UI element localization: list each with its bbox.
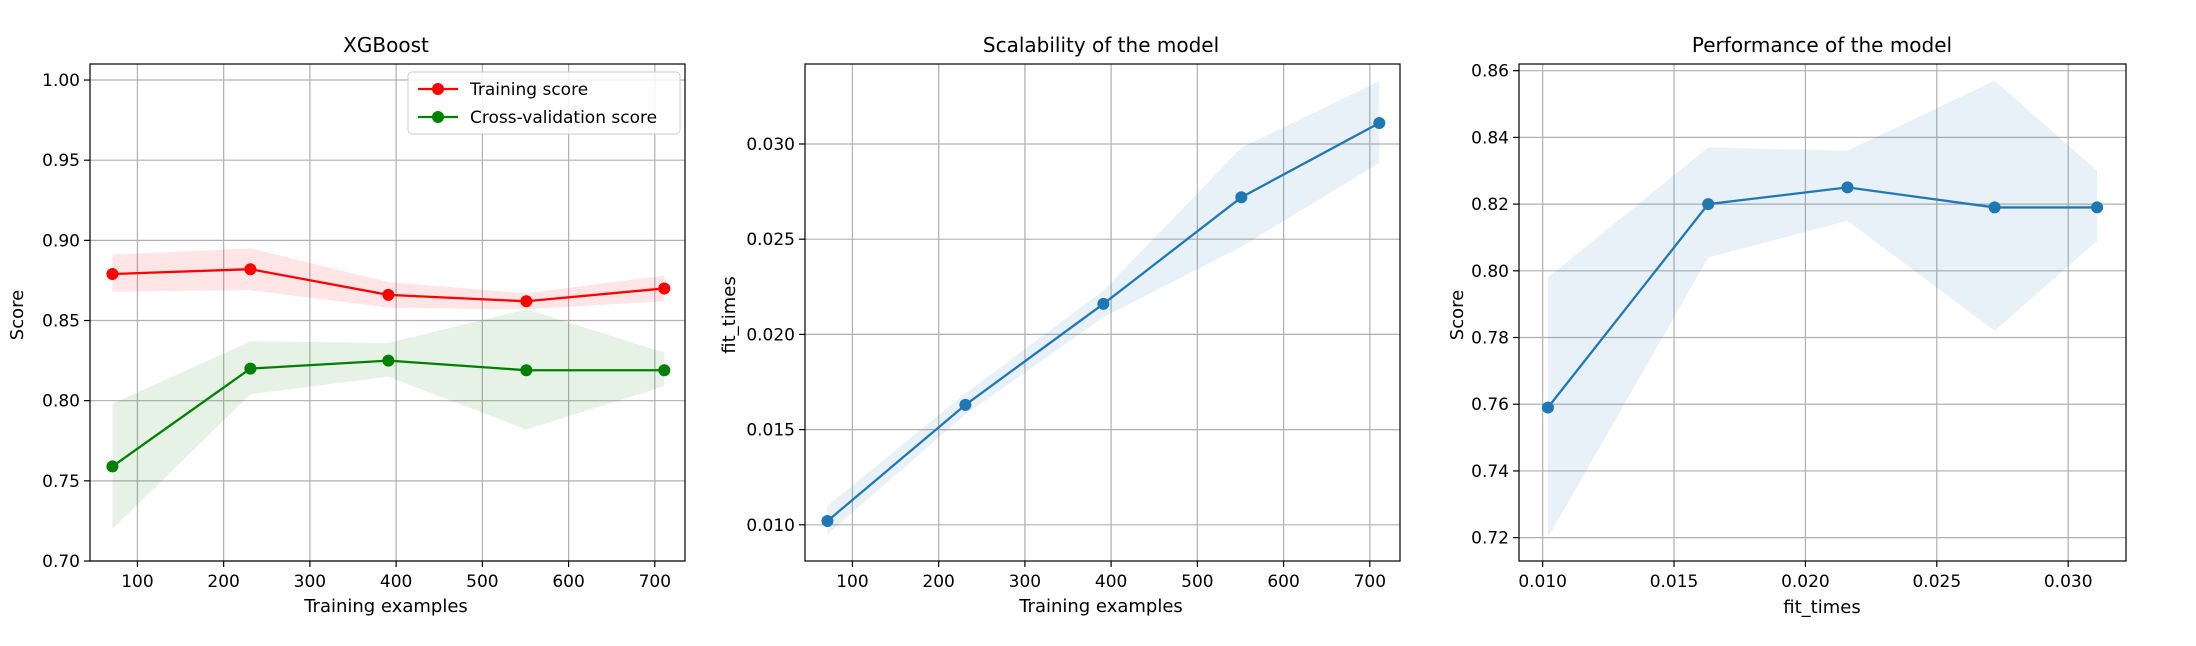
std-band-1	[112, 309, 665, 529]
legend: Training score Cross-validation score	[407, 71, 681, 135]
panel-performance: 0.010 0.015 0.020 0.025 0.030 0.72 0.74 0.76 0.7…	[1447, 33, 2127, 618]
y-tick-label: 0.78	[1471, 329, 1509, 349]
std-band-0	[1547, 80, 2098, 538]
axes-frame	[1518, 63, 2127, 562]
axes-frame	[89, 63, 686, 562]
x-tick-label: 500	[466, 572, 498, 592]
data-point	[658, 282, 671, 295]
x-tick-label: 700	[639, 572, 671, 592]
y-tick-label: 0.74	[1471, 462, 1509, 482]
y-tick-label: 0.75	[42, 472, 80, 492]
y-tick-label: 0.030	[746, 135, 795, 155]
y-tick-label: 0.020	[746, 325, 795, 345]
data-point	[658, 364, 671, 377]
x-tick-label: 400	[380, 572, 412, 592]
y-tick-label: 0.72	[1471, 529, 1509, 549]
y-tick-label: 0.95	[42, 151, 80, 171]
data-point	[382, 354, 395, 367]
y-tick-label: 0.80	[42, 392, 80, 412]
x-tick-label: 0.025	[1912, 572, 1961, 592]
data-point	[959, 398, 972, 411]
data-point	[1373, 117, 1386, 130]
y-tick-label: 0.70	[42, 552, 80, 572]
x-tick-label: 600	[552, 572, 584, 592]
x-tick-label: 200	[922, 572, 954, 592]
plot-area: 0.010 0.015 0.020 0.025 0.030 0.72 0.74 0.76 0.7…	[1471, 62, 2127, 592]
x-tick-label: 100	[836, 572, 868, 592]
x-axis-label: fit_times	[1783, 597, 1860, 618]
x-tick-label: 300	[1009, 572, 1041, 592]
data-point	[382, 288, 395, 301]
y-axis-label: Score	[7, 290, 28, 340]
y-tick-label: 1.00	[42, 71, 80, 91]
data-point	[1702, 198, 1715, 211]
x-axis-label: Training examples	[1018, 596, 1183, 617]
x-tick-label: 0.015	[1650, 572, 1699, 592]
legend-marker-cv	[432, 111, 444, 123]
plot-area: 100 200 300 400 500 600 700 0.010 0.015 0.020 0.02…	[746, 63, 1401, 592]
legend-label-training: Training score	[469, 80, 588, 100]
y-axis-label: fit_times	[719, 276, 740, 353]
y-tick-label: 0.76	[1471, 395, 1509, 415]
x-tick-label: 200	[207, 572, 239, 592]
chart-title: Scalability of the model	[983, 33, 1219, 57]
x-axis-label: Training examples	[303, 596, 468, 617]
legend-box	[407, 71, 681, 135]
y-tick-label: 0.85	[42, 312, 80, 332]
data-point	[244, 362, 257, 375]
data-point	[821, 515, 834, 528]
panel-scalability: 100 200 300 400 500 600 700 0.010 0.015 0.020 0.02…	[719, 33, 1401, 617]
y-tick-label: 0.010	[746, 516, 795, 536]
axes-frame	[804, 63, 1401, 562]
x-tick-label: 0.010	[1518, 572, 1567, 592]
chart-title: Performance of the model	[1692, 33, 1952, 57]
y-tick-label: 0.84	[1471, 128, 1509, 148]
y-tick-label: 0.82	[1471, 195, 1509, 215]
data-point	[106, 268, 119, 281]
y-tick-label: 0.90	[42, 231, 80, 251]
plot-area: 100 200 300 400 500 600 700 0.70 0.75 0.80 0.85 0.9…	[42, 63, 686, 592]
data-point	[1097, 297, 1110, 310]
y-tick-label: 0.015	[746, 421, 795, 441]
chart-title: XGBoost	[343, 33, 429, 57]
data-point	[520, 364, 533, 377]
data-point	[106, 460, 119, 473]
data-point	[1841, 181, 1854, 194]
x-tick-label: 0.030	[2044, 572, 2093, 592]
panel-xgboost: 100 200 300 400 500 600 700 0.70 0.75 0.80 0.85 0.9…	[7, 33, 686, 617]
x-tick-label: 0.020	[1781, 572, 1830, 592]
x-tick-label: 300	[294, 572, 326, 592]
legend-label-cv: Cross-validation score	[470, 108, 657, 128]
y-axis-label: Score	[1447, 290, 1468, 340]
data-point	[520, 295, 533, 308]
x-tick-label: 700	[1354, 572, 1386, 592]
data-point	[1988, 201, 2001, 214]
legend-marker-training	[432, 83, 444, 95]
data-point	[244, 263, 257, 276]
data-point	[1235, 191, 1248, 204]
y-tick-label: 0.86	[1471, 62, 1509, 82]
x-tick-label: 600	[1267, 572, 1299, 592]
x-tick-label: 500	[1181, 572, 1213, 592]
x-tick-label: 400	[1095, 572, 1127, 592]
data-point	[1541, 401, 1554, 414]
x-tick-label: 100	[121, 572, 153, 592]
y-tick-label: 0.025	[746, 230, 795, 250]
data-point	[2091, 201, 2104, 214]
y-tick-label: 0.80	[1471, 262, 1509, 282]
